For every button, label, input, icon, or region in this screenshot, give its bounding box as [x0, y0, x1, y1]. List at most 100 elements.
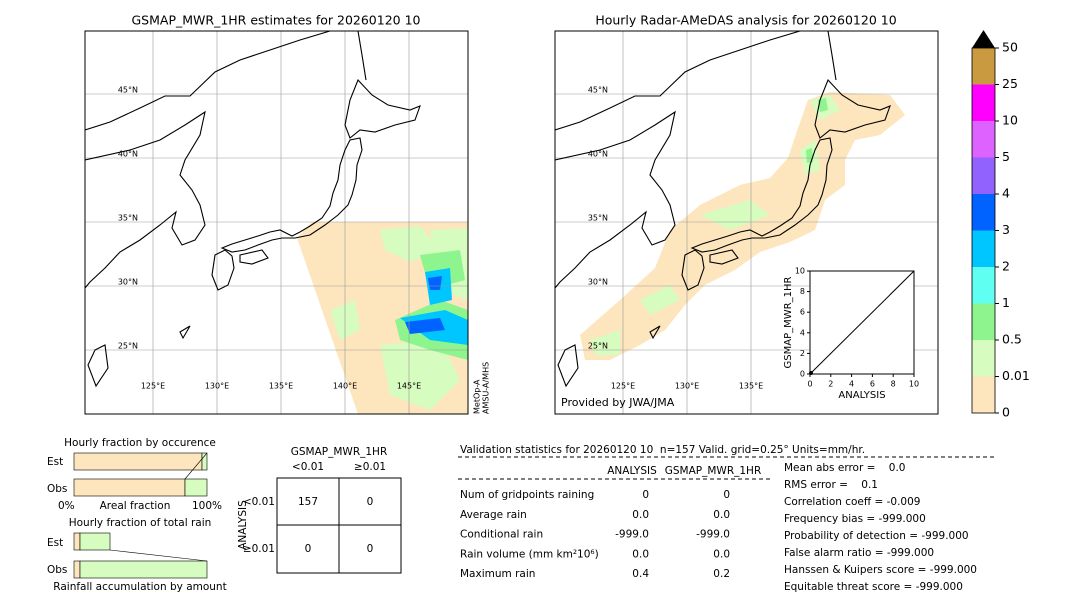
column-header: ≥0.01: [354, 461, 386, 473]
bar: [184, 478, 208, 497]
stats-label: Num of gridpoints raining: [460, 489, 594, 501]
axis-label: Areal fraction: [100, 500, 171, 512]
colorbar-label: 0.01: [1002, 368, 1030, 383]
satellite-label: AMSU-A/MHS: [482, 362, 491, 414]
stats-value: 0: [723, 489, 730, 501]
stats-value: 0.0: [713, 548, 730, 560]
score: RMS error = 0.1: [784, 479, 878, 491]
table-title: GSMAP_MWR_1HR: [291, 446, 387, 458]
colorbar-band: [972, 194, 995, 231]
satellite-label: MetOp-A: [473, 379, 482, 414]
diagonal: [809, 270, 915, 375]
score: Probability of detection = -999.000: [784, 530, 969, 542]
table-cell: 0: [367, 543, 374, 555]
score: Correlation coeff = -0.009: [784, 496, 920, 508]
y-axis-label: GSMAP_MWR_1HR: [783, 277, 794, 369]
bar: [79, 560, 208, 579]
lat-label: 30°N: [588, 278, 608, 287]
lat-label: 25°N: [118, 342, 138, 351]
lon-label: 140°E: [333, 382, 357, 391]
coastline: [555, 31, 801, 131]
rain-area: [380, 226, 440, 262]
coastline: [690, 137, 833, 253]
row-axis-label: ANALYSIS: [237, 500, 249, 550]
lat-label: 25°N: [588, 342, 608, 351]
colorbar-band: [972, 84, 995, 121]
coastline: [239, 249, 269, 265]
bar: [201, 452, 208, 471]
rain-area: [380, 340, 460, 410]
lat-label: 40°N: [588, 150, 608, 159]
lat-label: 45°N: [588, 86, 608, 95]
score: Frequency bias = -999.000: [784, 513, 926, 525]
y-tick-label: 10: [795, 267, 805, 276]
x-tick-label: 8: [891, 380, 896, 389]
y-tick-label: 0: [800, 370, 805, 379]
lat-label: 30°N: [118, 278, 138, 287]
rain-area: [428, 276, 442, 290]
colorbar-band: [972, 121, 995, 158]
x-tick-label: 6: [870, 380, 875, 389]
x-tick-label: 2: [828, 380, 833, 389]
colorbar-label: 0.5: [1002, 332, 1022, 347]
colorbar-label: 25: [1002, 76, 1018, 91]
row-label: Obs: [47, 564, 67, 576]
right-map-title: Hourly Radar-AMeDAS analysis for 2026012…: [595, 13, 896, 28]
y-tick-label: 4: [800, 328, 805, 337]
table-cell: 157: [298, 496, 318, 508]
lon-label: 130°E: [675, 382, 699, 391]
stats-title: Validation statistics for 20260120 10 n=…: [460, 444, 865, 456]
colorbar-band: [972, 48, 995, 85]
stats-label: Rain volume (mm km²10⁶): [460, 548, 599, 560]
credit: Provided by JWA/JMA: [561, 396, 675, 409]
score: Hanssen & Kuipers score = -999.000: [784, 564, 977, 576]
stats-label: Average rain: [460, 509, 527, 521]
coastline: [814, 78, 891, 139]
rain-area: [590, 330, 620, 355]
score: Mean abs error = 0.0: [784, 462, 905, 474]
connector: [109, 549, 208, 562]
coastline: [709, 249, 739, 265]
colorbar-label: 1: [1002, 295, 1010, 310]
lon-label: 125°E: [611, 382, 635, 391]
coastline: [85, 31, 331, 131]
colorbar-band: [972, 376, 995, 413]
coastline: [220, 137, 363, 253]
lat-label: 40°N: [118, 150, 138, 159]
stats-value: 0.0: [713, 509, 730, 521]
x-tick-label: 0: [807, 380, 812, 389]
stats-value: 0.4: [632, 568, 649, 580]
coastline: [827, 31, 837, 81]
table-cell: 0: [367, 496, 374, 508]
coastline: [211, 249, 235, 291]
rain-area: [700, 200, 770, 230]
axis-label: 100%: [192, 500, 222, 512]
rain-area: [806, 148, 813, 163]
column-header: GSMAP_MWR_1HR: [665, 465, 761, 477]
table-cell: 0: [305, 543, 312, 555]
row-label: Est: [47, 537, 63, 549]
colorbar-band: [972, 230, 995, 267]
lon-label: 125°E: [141, 382, 165, 391]
colorbar-extend: [972, 30, 995, 48]
panel-title: Hourly fraction of total rain: [69, 517, 212, 529]
column-header: <0.01: [292, 461, 324, 473]
bar: [73, 532, 81, 551]
stats-value: -999.0: [696, 529, 730, 541]
coastline: [555, 110, 676, 289]
colorbar-label: 4: [1002, 186, 1010, 201]
colorbar-label: 3: [1002, 222, 1010, 237]
colorbar-band: [972, 340, 995, 377]
y-tick-label: 2: [800, 349, 805, 358]
stats-value: 0.0: [632, 548, 649, 560]
bar: [73, 452, 203, 471]
stats-value: 0.0: [632, 509, 649, 521]
colorbar-label: 2: [1002, 259, 1010, 274]
column-header: ANALYSIS: [607, 465, 657, 477]
lat-label: 45°N: [118, 86, 138, 95]
coastline: [344, 78, 421, 139]
coastline: [179, 325, 191, 340]
lon-label: 135°E: [739, 382, 763, 391]
